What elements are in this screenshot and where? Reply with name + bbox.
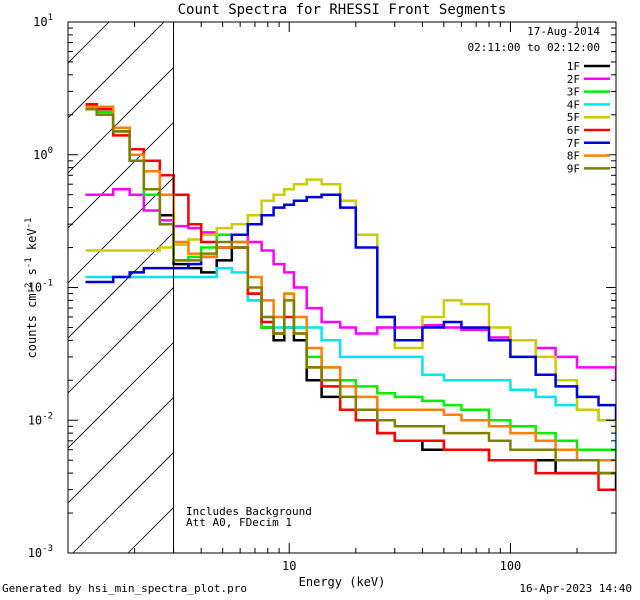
chart-title: Count Spectra for RHESSI Front Segments xyxy=(178,2,507,18)
legend-label-5F: 5F xyxy=(567,111,580,124)
hatch-line xyxy=(68,286,174,394)
y-tick-label: 10-1 xyxy=(28,279,53,295)
y-tick-label: 10-2 xyxy=(28,411,53,427)
time-range-label: 02:11:00 to 02:12:00 xyxy=(468,41,600,54)
annotation-attenuator: Att A0, FDecim 1 xyxy=(186,516,292,529)
legend-label-8F: 8F xyxy=(567,150,580,163)
legend-label-4F: 4F xyxy=(567,98,580,111)
series-line-8F xyxy=(85,105,616,474)
hatch-line xyxy=(68,22,110,64)
plot-frame xyxy=(67,21,617,554)
x-tick-label: 100 xyxy=(500,559,522,573)
footer-generator: Generated by hsi_min_spectra_plot.pro xyxy=(2,582,248,595)
hatched-region xyxy=(68,22,174,553)
hatch-line xyxy=(68,231,174,339)
legend-label-9F: 9F xyxy=(567,162,580,175)
hatch-line xyxy=(68,396,174,504)
footer-timestamp: 16-Apr-2023 14:40 xyxy=(519,582,632,595)
y-tick-label: 10-3 xyxy=(28,544,53,560)
x-tick-label: 10 xyxy=(282,559,296,573)
series-line-3F xyxy=(85,105,616,461)
series-line-4F xyxy=(85,266,616,450)
annotation-background: Includes Background xyxy=(186,505,312,518)
date-label: 17-Aug-2014 xyxy=(527,25,600,38)
series-line-9F xyxy=(85,108,616,475)
legend-label-6F: 6F xyxy=(567,124,580,137)
y-tick-label: 100 xyxy=(33,146,53,162)
hatch-line xyxy=(68,22,165,119)
x-axis-label: Energy (keV) xyxy=(299,575,386,589)
legend-label-3F: 3F xyxy=(567,86,580,99)
legend-label-1F: 1F xyxy=(567,60,580,73)
legend-label-2F: 2F xyxy=(567,73,580,86)
y-tick-label: 101 xyxy=(33,13,53,29)
y-axis-label: counts cm-2 s-1 keV-1 xyxy=(24,218,39,359)
series-line-7F xyxy=(85,193,616,421)
legend-label-7F: 7F xyxy=(567,137,580,150)
series-line-6F xyxy=(85,103,616,491)
hatch-line xyxy=(68,176,174,284)
